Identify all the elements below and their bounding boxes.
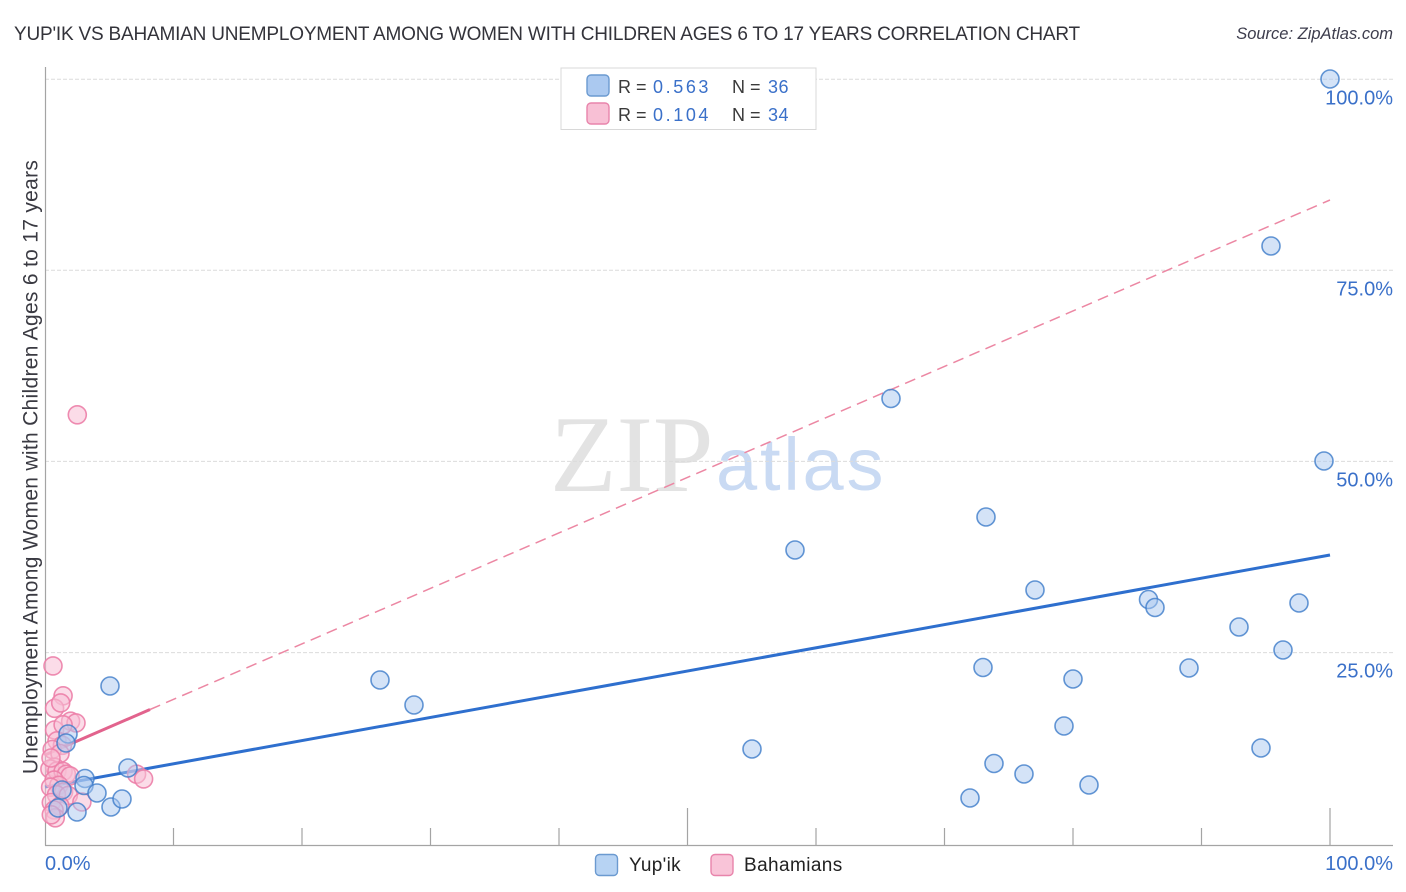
svg-text:atlas: atlas xyxy=(716,423,886,506)
svg-text:75.0%: 75.0% xyxy=(1336,279,1393,301)
svg-text:34: 34 xyxy=(768,105,789,125)
svg-text:YUP'IK VS BAHAMIAN UNEMPLOYMEN: YUP'IK VS BAHAMIAN UNEMPLOYMENT AMONG WO… xyxy=(14,24,1081,45)
svg-text:25.0%: 25.0% xyxy=(1336,661,1393,683)
svg-text:R =: R = xyxy=(618,77,647,97)
svg-text:Yup'ik: Yup'ik xyxy=(629,855,681,876)
svg-text:N =: N = xyxy=(732,105,761,125)
svg-text:0.563: 0.563 xyxy=(653,77,711,97)
svg-text:100.0%: 100.0% xyxy=(1325,853,1393,875)
svg-text:ZIP: ZIP xyxy=(550,394,714,515)
svg-text:Source: ZipAtlas.com: Source: ZipAtlas.com xyxy=(1236,25,1393,43)
svg-text:0.104: 0.104 xyxy=(653,105,711,125)
svg-text:36: 36 xyxy=(768,77,789,97)
svg-text:N =: N = xyxy=(732,77,761,97)
svg-text:R =: R = xyxy=(618,105,647,125)
svg-text:50.0%: 50.0% xyxy=(1336,470,1393,492)
svg-text:Bahamians: Bahamians xyxy=(744,855,843,876)
svg-text:Unemployment Among Women with: Unemployment Among Women with Children A… xyxy=(20,160,43,774)
svg-text:100.0%: 100.0% xyxy=(1325,88,1393,110)
svg-text:0.0%: 0.0% xyxy=(45,853,91,875)
